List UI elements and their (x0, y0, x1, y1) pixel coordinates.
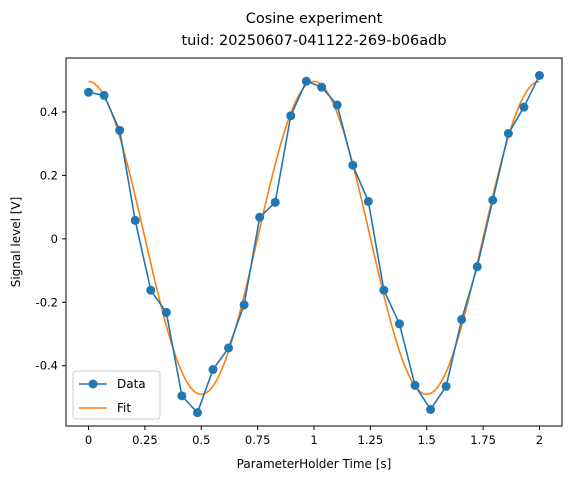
data-point (410, 380, 420, 390)
data-point (441, 381, 451, 391)
x-tick-label: 1 (310, 433, 317, 447)
data-point (286, 111, 296, 121)
data-point (146, 285, 156, 295)
x-tick-label: 0 (85, 433, 92, 447)
x-axis-label: ParameterHolder Time [s] (237, 457, 392, 471)
data-point (457, 314, 467, 324)
x-tick-label: 1.25 (358, 433, 384, 447)
data-point (301, 76, 311, 86)
y-tick-label: -0.4 (36, 359, 58, 373)
x-tick-label: 0.75 (245, 433, 271, 447)
fit-series (88, 80, 540, 396)
legend-data-label: Data (117, 377, 146, 391)
data-point (488, 195, 498, 205)
data-point (363, 196, 373, 206)
data-point (270, 197, 280, 207)
data-point (503, 129, 513, 139)
data-point (224, 343, 234, 353)
data-point (394, 319, 404, 329)
data-point (84, 87, 94, 97)
x-tick-label: 1.5 (418, 433, 436, 447)
data-point (379, 285, 389, 295)
data-line (88, 75, 541, 415)
data-point (426, 405, 436, 415)
data-point (99, 90, 109, 100)
data-point (177, 391, 187, 401)
data-point (255, 212, 265, 222)
data-point (192, 408, 202, 418)
data-point (332, 100, 342, 110)
data-point (239, 300, 249, 310)
data-point (161, 307, 171, 317)
data-point (130, 215, 140, 225)
chart-subtitle: tuid: 20250607-041122-269-b06adb (181, 33, 446, 49)
data-point (534, 70, 544, 80)
axis-ticks: 0 0.25 0.5 0.75 1 1.25 1.5 1.75 2 -0.4 -0.2 0 0.2 0.4 (36, 105, 544, 447)
x-tick-label: 0.5 (192, 433, 210, 447)
legend-data-marker (88, 379, 98, 389)
x-tick-label: 0.25 (132, 433, 158, 447)
y-tick-label: -0.2 (36, 295, 58, 309)
data-series (84, 70, 544, 418)
x-tick-label: 1.75 (470, 433, 496, 447)
plot-frame (65, 57, 563, 427)
data-point (208, 365, 218, 375)
data-point (317, 82, 327, 92)
data-point (472, 262, 482, 272)
data-point (348, 160, 358, 170)
chart-title: Cosine experiment (246, 11, 383, 27)
data-point (519, 102, 529, 112)
y-tick-label: 0.4 (40, 105, 58, 119)
y-axis-label: Signal level [V] (9, 197, 23, 288)
legend: Data Fit (72, 370, 161, 420)
y-tick-label: 0 (51, 232, 58, 246)
x-tick-label: 2 (536, 433, 543, 447)
fit-line (88, 80, 540, 396)
data-point (115, 125, 125, 135)
y-tick-label: 0.2 (40, 168, 58, 182)
legend-fit-label: Fit (117, 401, 131, 415)
